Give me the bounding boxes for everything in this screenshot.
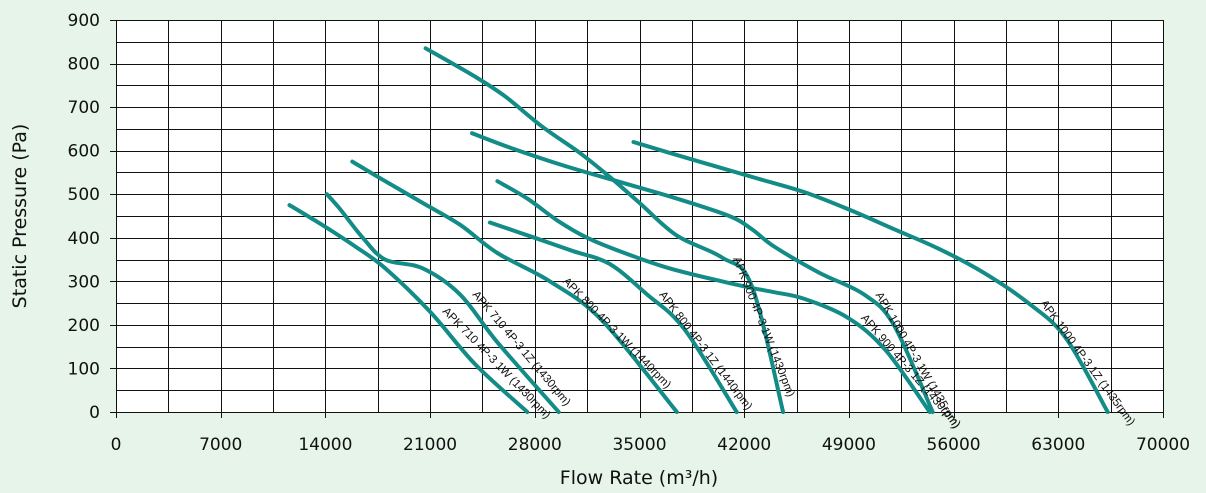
fan-curve-line [631, 140, 1110, 414]
fan-curves [287, 46, 1110, 414]
x-tick-labels: 0 7000 14000 21000 28000 35000 42000 49000 56000… [111, 435, 1190, 455]
x-tick-label: 28000 [508, 435, 562, 455]
y-tick-label: 500 [68, 185, 100, 205]
x-tick-label: 7000 [199, 435, 242, 455]
x-tick-label: 56000 [927, 435, 981, 455]
fan-curve-line [470, 131, 935, 414]
fan-curve-line [287, 203, 530, 414]
y-tick-label: 700 [68, 98, 100, 118]
x-tick-label: 63000 [1031, 435, 1085, 455]
x-tick-label: 70000 [1136, 435, 1190, 455]
x-tick-label: 0 [111, 435, 122, 455]
y-axis-title: Static Pressure (Pa) [9, 124, 31, 309]
x-tick-label: 49000 [822, 435, 876, 455]
y-tick-labels: 0 100 200 300 400 500 600 700 800 900 [68, 11, 100, 423]
x-tick-label: 42000 [717, 435, 771, 455]
x-tick-label: 35000 [612, 435, 666, 455]
fan-curve-line [350, 159, 679, 414]
y-tick-label: 100 [68, 359, 100, 379]
y-tick-label: 300 [68, 272, 100, 292]
grid [110, 20, 1164, 418]
x-tick-label: 21000 [403, 435, 457, 455]
x-tick-label: 14000 [298, 435, 352, 455]
y-tick-label: 600 [68, 142, 100, 162]
fan-curve-line [487, 220, 739, 414]
y-tick-label: 800 [68, 55, 100, 75]
fan-curve-line [495, 179, 932, 414]
y-tick-label: 400 [68, 229, 100, 249]
y-tick-label: 900 [68, 11, 100, 31]
x-axis-title: Flow Rate (m³/h) [560, 467, 718, 489]
y-tick-label: 200 [68, 316, 100, 336]
y-tick-label: 0 [89, 403, 100, 423]
fan-curve-line [324, 192, 561, 414]
